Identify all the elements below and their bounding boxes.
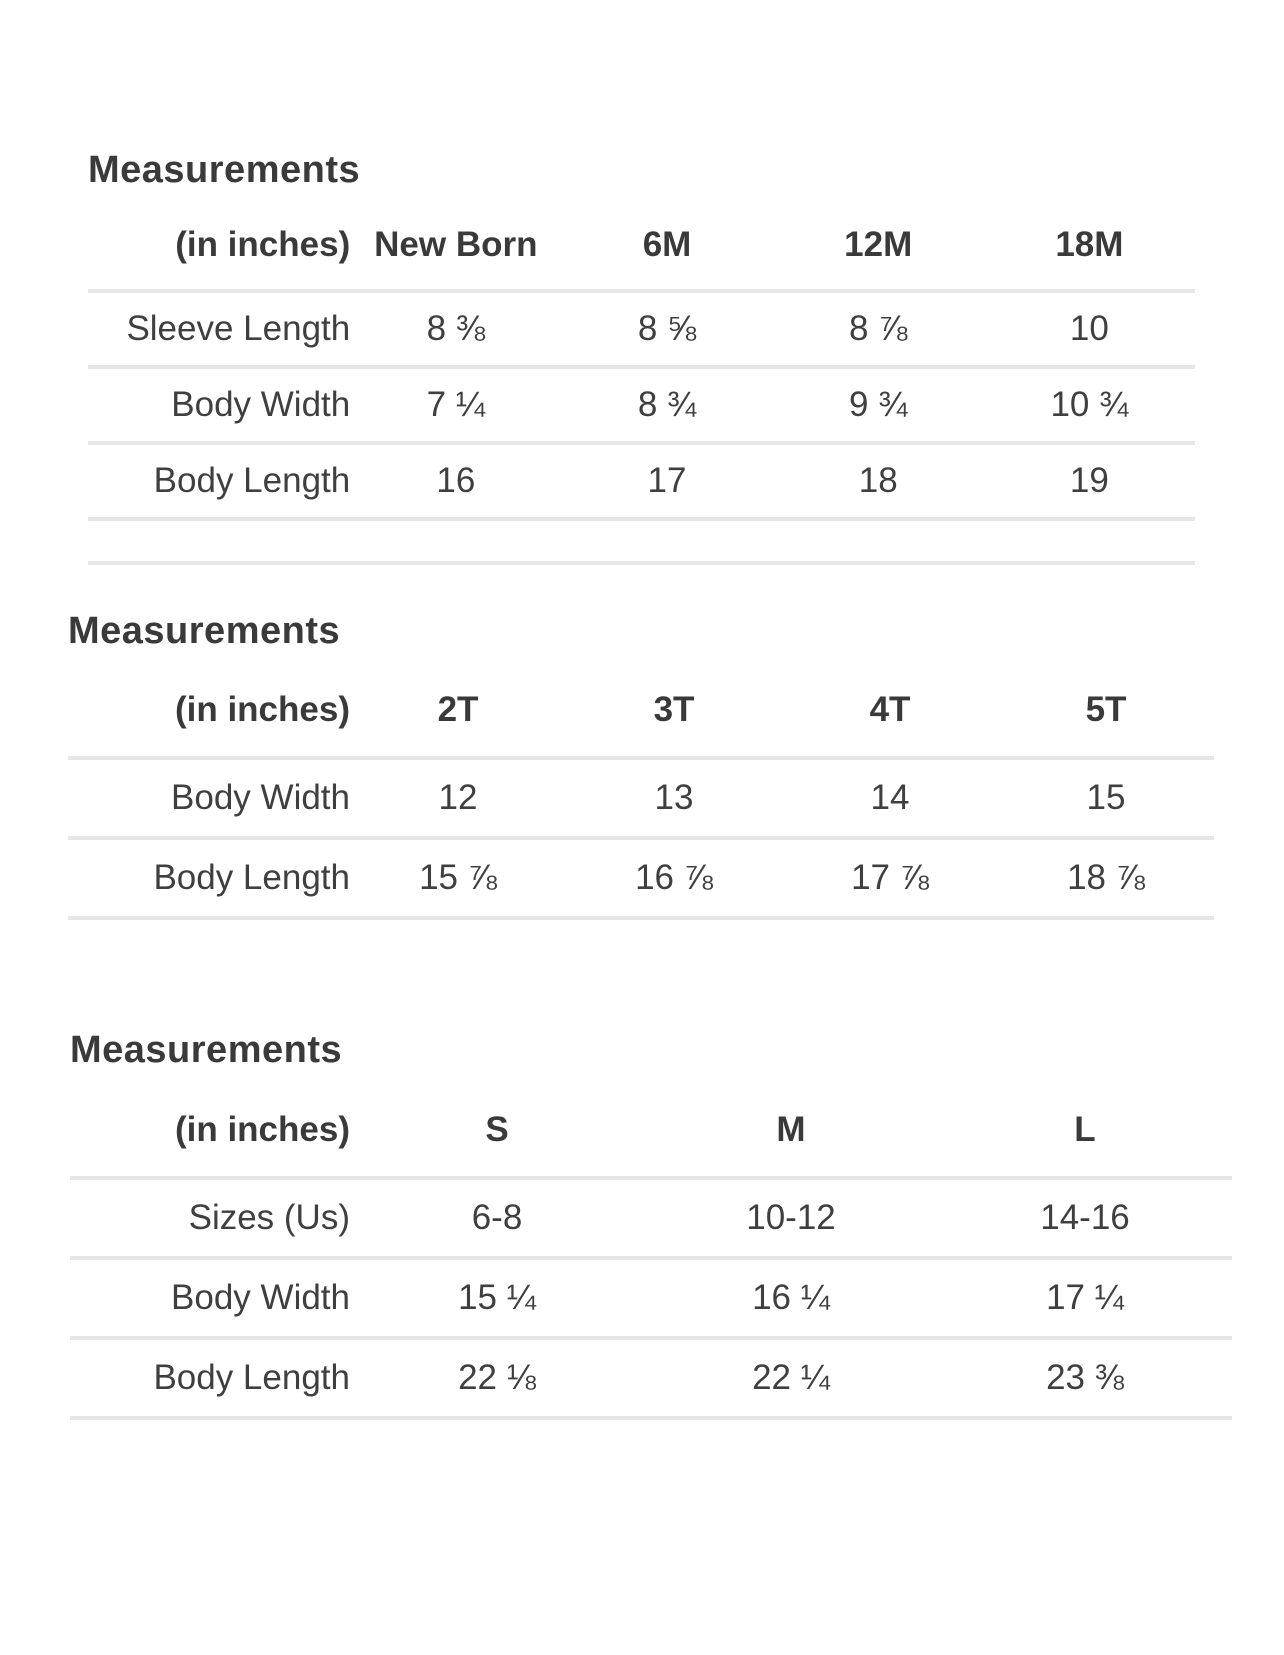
measurement-cell: 8 ⅝ xyxy=(637,309,697,348)
measurement-cell: 22 ¼ xyxy=(752,1358,830,1397)
measurements-section-infant: Measurements (in inches) New Born 6M 12M… xyxy=(88,150,1195,565)
row-label: Body Width xyxy=(171,1278,350,1317)
column-header: 4T xyxy=(869,689,911,729)
measurement-cell: 8 ⅞ xyxy=(849,309,908,348)
size-table-infant: (in inches) New Born 6M 12M 18M Sleeve L… xyxy=(88,190,1195,565)
table-row: Body Width 7 ¼ 8 ¾ 9 ¾ 10 ¾ xyxy=(88,367,1195,443)
header-row: (in inches) New Born 6M 12M 18M xyxy=(88,190,1195,291)
measurement-cell: 14-16 xyxy=(1040,1198,1130,1237)
measurement-cell: 19 xyxy=(1069,461,1109,500)
column-header: 3T xyxy=(653,689,695,729)
column-header: New Born xyxy=(374,224,538,264)
measurement-cell: 10 ¾ xyxy=(1050,385,1129,424)
measurement-cell: 16 xyxy=(436,461,476,500)
header-row: (in inches) 2T 3T 4T 5T xyxy=(68,651,1214,758)
table-title: Measurements xyxy=(70,1029,343,1071)
row-label: Body Length xyxy=(153,1358,350,1397)
column-header: 6M xyxy=(642,224,692,264)
table-row: Sleeve Length 8 ⅜ 8 ⅝ 8 ⅞ 10 xyxy=(88,291,1195,367)
measurement-cell: 17 ⅞ xyxy=(851,858,929,897)
measurement-cell: 15 ¼ xyxy=(458,1278,536,1317)
table-title: Measurements xyxy=(88,149,361,191)
measurement-cell: 16 ¼ xyxy=(752,1278,830,1317)
table-row: Body Width 12 13 14 15 xyxy=(68,758,1214,838)
table-title: Measurements xyxy=(68,610,341,652)
measurement-cell: 17 ¼ xyxy=(1046,1278,1124,1317)
size-table-toddler: (in inches) 2T 3T 4T 5T Body Width 12 13… xyxy=(68,651,1214,920)
size-table-youth: (in inches) S M L Sizes (Us) 6-8 10-12 1… xyxy=(70,1070,1232,1420)
measurement-cell: 12 xyxy=(438,778,478,817)
measurement-cell: 17 xyxy=(647,461,687,500)
row-label: Sleeve Length xyxy=(126,309,351,348)
measurements-section-youth: Measurements (in inches) S M L Sizes (Us… xyxy=(70,1030,1232,1420)
header-row: (in inches) S M L xyxy=(70,1070,1232,1178)
table-row: Body Length 22 ⅛ 22 ¼ 23 ⅜ xyxy=(70,1338,1232,1418)
measurement-cell: 22 ⅛ xyxy=(458,1358,536,1397)
row-label: Body Width xyxy=(171,778,350,817)
table-row: Sizes (Us) 6-8 10-12 14-16 xyxy=(70,1178,1232,1258)
row-label: Body Length xyxy=(153,858,350,897)
column-header: 12M xyxy=(844,224,913,264)
column-header: 18M xyxy=(1055,224,1124,264)
measurement-cell: 15 xyxy=(1086,778,1126,817)
row-label: Sizes (Us) xyxy=(188,1198,350,1237)
column-header: L xyxy=(1074,1110,1096,1149)
table-row: Body Length 15 ⅞ 16 ⅞ 17 ⅞ 18 ⅞ xyxy=(68,838,1214,918)
measurement-cell: 16 ⅞ xyxy=(635,858,713,897)
row-label: Body Length xyxy=(153,461,351,500)
measurements-section-toddler: Measurements (in inches) 2T 3T 4T 5T Bod… xyxy=(68,610,1214,920)
measurement-cell: 18 ⅞ xyxy=(1067,858,1145,897)
measurement-cell: 10-12 xyxy=(746,1198,836,1237)
measurement-cell: 8 ¾ xyxy=(637,385,697,424)
measurement-cell: 15 ⅞ xyxy=(419,858,497,897)
measurement-cell: 9 ¾ xyxy=(849,385,908,424)
measurement-cell: 7 ¼ xyxy=(426,385,486,424)
measurement-cell: 14 xyxy=(870,778,910,817)
column-header: 2T xyxy=(437,689,479,729)
column-header: M xyxy=(776,1110,806,1149)
empty-cell xyxy=(88,519,1195,563)
measurement-cell: 8 ⅜ xyxy=(426,309,486,348)
unit-label: (in inches) xyxy=(175,224,351,264)
column-header: 5T xyxy=(1085,689,1127,729)
measurement-cell: 6-8 xyxy=(471,1198,523,1237)
unit-label: (in inches) xyxy=(174,689,350,729)
measurement-cell: 13 xyxy=(654,778,694,817)
empty-row xyxy=(88,519,1195,563)
table-row: Body Width 15 ¼ 16 ¼ 17 ¼ xyxy=(70,1258,1232,1338)
measurement-cell: 10 xyxy=(1069,309,1109,348)
column-header: S xyxy=(485,1110,509,1149)
unit-label: (in inches) xyxy=(174,1110,350,1149)
measurement-cell: 18 xyxy=(858,461,898,500)
measurement-cell: 23 ⅜ xyxy=(1046,1358,1124,1397)
table-row: Body Length 16 17 18 19 xyxy=(88,443,1195,519)
row-label: Body Width xyxy=(171,385,351,424)
